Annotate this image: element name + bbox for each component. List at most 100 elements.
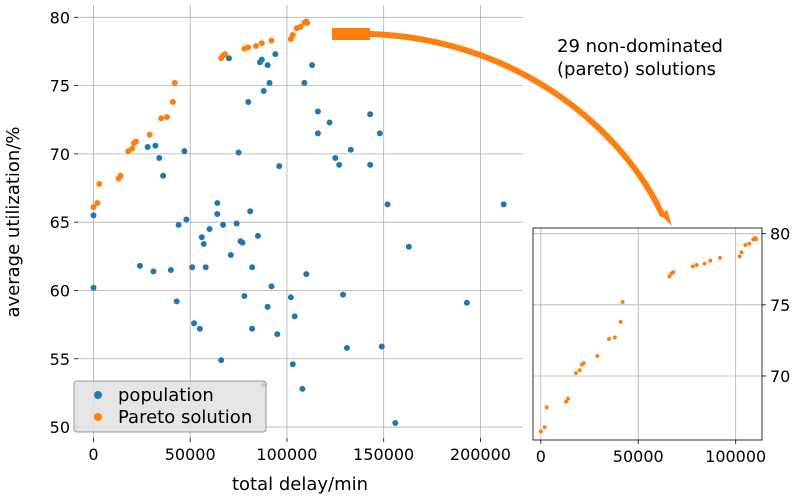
main-population-point xyxy=(227,251,234,258)
inset-pareto-point xyxy=(743,243,748,248)
x-axis-label: total delay/min xyxy=(232,474,368,495)
main-population-point xyxy=(347,146,354,153)
main-population-point xyxy=(289,361,296,368)
inset-pareto-point xyxy=(566,396,571,401)
inset-y-tick-label: 75 xyxy=(770,296,790,315)
inset-frame xyxy=(532,227,763,441)
inset-pareto-point xyxy=(667,274,672,279)
main-population-point xyxy=(336,161,343,168)
inset-pareto-point xyxy=(581,361,586,366)
inset-pareto-point xyxy=(694,262,699,267)
main-population-point xyxy=(156,154,163,161)
main-population-point xyxy=(189,264,196,271)
main-population-point xyxy=(343,344,350,351)
main-y-tick-labels: 50 55 60 65 70 75 80 xyxy=(50,8,70,437)
main-x-tick-label: 150000 xyxy=(353,445,414,464)
main-pareto-point xyxy=(253,42,259,49)
main-population-point xyxy=(241,292,248,299)
main-population-point xyxy=(183,216,190,223)
main-population-point xyxy=(200,241,207,248)
main-y-tick-label: 60 xyxy=(50,281,70,300)
legend-pareto-marker xyxy=(94,413,102,421)
main-y-tick-label: 50 xyxy=(50,418,70,437)
main-population-point xyxy=(314,130,321,137)
main-population-point xyxy=(181,148,188,155)
main-population-point xyxy=(152,142,159,149)
main-population-point xyxy=(264,62,271,69)
main-population-point xyxy=(266,79,273,86)
inset-pareto-point xyxy=(620,299,625,304)
main-population-point xyxy=(287,294,294,301)
main-pareto-point xyxy=(164,114,170,121)
main-x-tick-label: 0 xyxy=(88,445,98,464)
inset-pareto-point xyxy=(564,399,569,404)
main-population-point xyxy=(167,266,174,273)
main-y-tick-label: 80 xyxy=(50,8,70,27)
main-population-point xyxy=(301,79,308,86)
inset-y-tick-label: 80 xyxy=(770,225,790,244)
curved-arrow-head xyxy=(660,210,672,226)
main-population-point xyxy=(198,234,205,241)
main-population-point xyxy=(326,119,333,126)
inset-pareto-point xyxy=(618,319,623,324)
annotation-line-2: (pareto) solutions xyxy=(557,59,716,80)
main-population-point xyxy=(239,239,246,246)
legend-box xyxy=(73,380,267,433)
main-population-point xyxy=(378,343,385,350)
legend-population-label: population xyxy=(118,385,214,406)
inset-pareto-point xyxy=(739,250,744,255)
legend: population Pareto solution xyxy=(73,380,267,433)
main-pareto-point xyxy=(90,204,97,211)
main-population-point xyxy=(202,264,209,271)
inset-pareto-point xyxy=(538,429,543,434)
main-population-point xyxy=(90,284,97,291)
main-population-point xyxy=(160,172,167,179)
inset-data-points xyxy=(538,235,759,434)
inset-pareto-point xyxy=(577,368,582,373)
curved-arrow-shaft xyxy=(340,30,665,217)
main-pareto-point xyxy=(133,138,140,145)
main-population-point xyxy=(274,331,281,338)
legend-population-marker xyxy=(94,391,102,399)
inset-pareto-point xyxy=(702,261,707,266)
inset-x-tick-label: 0 xyxy=(536,447,546,466)
main-population-point xyxy=(220,221,227,228)
main-population-point xyxy=(218,357,225,364)
main-pareto-point xyxy=(171,79,178,86)
inset-x-tick-labels: 0 50000 100000 xyxy=(536,447,767,466)
main-population-point xyxy=(405,243,412,250)
main-population-point xyxy=(136,262,143,269)
inset-pareto-point xyxy=(690,264,695,269)
main-pareto-point xyxy=(304,19,311,26)
main-population-point xyxy=(500,201,507,208)
inset-background xyxy=(533,228,762,440)
inset-pareto-point xyxy=(708,258,713,263)
main-population-point xyxy=(264,303,271,310)
main-population-point xyxy=(340,291,347,298)
inset-scatter-chart: 0 50000 100000 70 75 80 xyxy=(532,225,790,466)
inset-pareto-point xyxy=(671,270,676,275)
main-population-point xyxy=(214,200,221,207)
main-pareto-point xyxy=(297,23,304,30)
main-population-point xyxy=(299,385,306,392)
curved-arrow-tail xyxy=(332,28,370,40)
main-pareto-point xyxy=(258,40,265,47)
main-population-point xyxy=(367,111,374,118)
main-population-point xyxy=(206,226,213,233)
inset-pareto-point xyxy=(754,237,759,242)
main-population-point xyxy=(175,221,182,228)
inset-pareto-point xyxy=(607,336,612,341)
main-population-point xyxy=(276,163,283,170)
main-pareto-point xyxy=(222,51,229,58)
main-y-tick-label: 70 xyxy=(50,145,70,164)
main-population-point xyxy=(314,108,321,115)
main-population-point xyxy=(249,325,256,332)
main-population-point xyxy=(214,210,221,217)
main-population-point xyxy=(173,298,180,305)
main-y-tick-label: 55 xyxy=(50,350,70,369)
main-population-point xyxy=(191,320,198,327)
main-population-point xyxy=(249,264,256,271)
main-pareto-point xyxy=(158,115,165,122)
main-pareto-point xyxy=(96,180,103,187)
